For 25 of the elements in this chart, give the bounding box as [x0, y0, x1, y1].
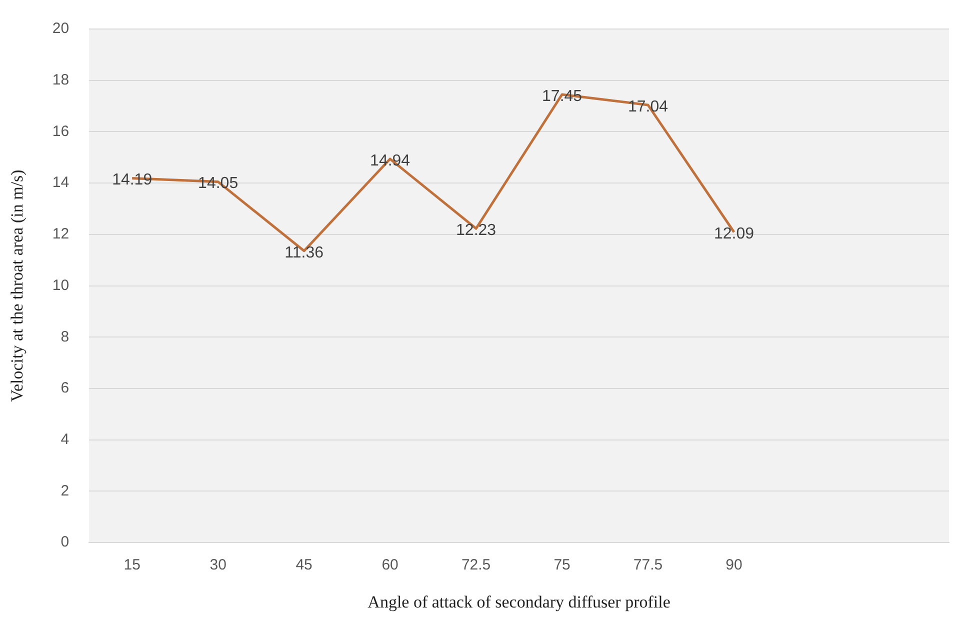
y-tick-label: 8 [60, 328, 70, 346]
data-label: 12.09 [714, 226, 754, 243]
y-tick-label: 20 [52, 20, 70, 38]
y-tick-label: 12 [52, 226, 70, 243]
y-tick-label: 4 [60, 431, 70, 448]
x-tick-label: 72.5 [461, 556, 491, 574]
x-tick-label: 60 [382, 556, 398, 574]
x-tick-label: 30 [210, 556, 226, 574]
y-tick-label: 16 [52, 122, 70, 140]
x-tick-label: 90 [726, 556, 742, 574]
data-label: 11.36 [284, 244, 324, 262]
y-axis-title: Velocity at the throat area (in m/s) [8, 170, 27, 402]
y-tick-label: 10 [52, 276, 70, 294]
x-tick-label: 75 [554, 556, 570, 574]
x-tick-label: 45 [296, 556, 312, 574]
y-tick-label: 2 [60, 482, 70, 500]
y-tick-label: 0 [60, 534, 70, 551]
x-tick-label: 77.5 [633, 556, 663, 574]
y-tick-label: 18 [52, 72, 70, 88]
y-tick-label: 6 [60, 380, 70, 397]
data-label: 12.23 [456, 222, 496, 239]
data-label: 14.19 [112, 172, 152, 189]
x-tick-label: 15 [124, 556, 140, 574]
x-axis-title: Angle of attack of secondary diffuser profile [368, 592, 670, 612]
y-tick-label: 14 [52, 174, 70, 192]
